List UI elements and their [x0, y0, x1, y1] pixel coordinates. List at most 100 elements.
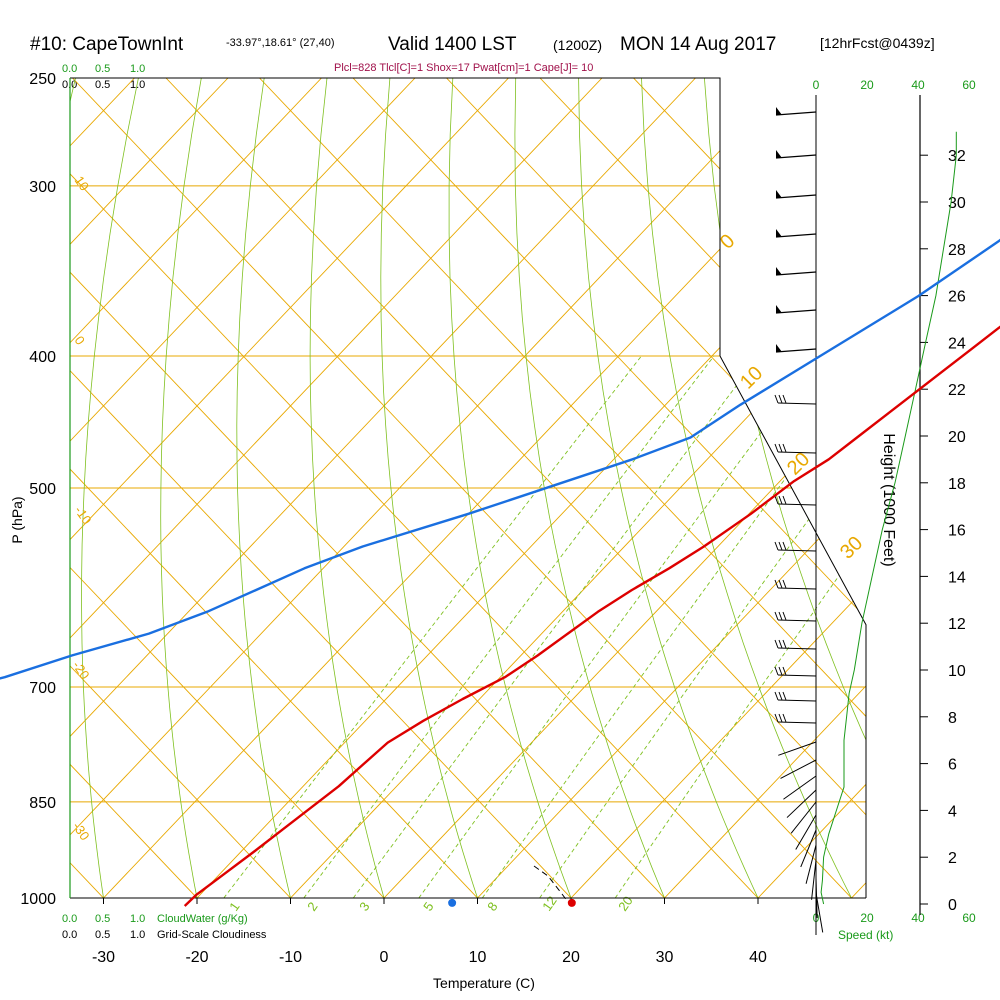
wind-barb-feather: [782, 579, 787, 589]
dry-adiabat-130: [893, 78, 1000, 898]
height-axis-label: Height (1000 Feet): [880, 433, 897, 566]
wind-barb-2: [775, 190, 817, 199]
wind-barb-staff: [777, 587, 817, 590]
wind-barb-16: [774, 713, 817, 724]
wind-barb-24: [805, 844, 817, 884]
height-tick-label-11: 22: [948, 382, 966, 399]
cloudwater-tick-bottom-2: 1.0: [130, 913, 145, 925]
wind-barb-pennant: [776, 344, 782, 352]
wind-barb-feather: [774, 394, 779, 404]
wind-barb-staff: [777, 549, 817, 552]
valid-date: MON 14 Aug 2017: [620, 34, 776, 55]
height-tick-label-12: 24: [948, 335, 966, 352]
height-tick-label-3: 6: [948, 757, 957, 774]
wind-barb-staff: [777, 699, 817, 702]
speed-tick-bottom-1: 20: [860, 911, 874, 925]
isotherm-10: [477, 78, 866, 898]
wind-barb-feather: [778, 611, 783, 621]
pressure-tick-label-5: 850: [29, 795, 56, 812]
isotherm-label-2: -10: [72, 503, 95, 527]
pressure-tick-label-1: 300: [29, 179, 56, 196]
mixing-ratio-label-3: 5: [420, 899, 436, 914]
pressure-tick-label-0: 250: [29, 71, 56, 88]
height-tick-label-5: 10: [948, 663, 966, 680]
wind-barb-9: [774, 495, 817, 506]
x-tick-label-0: -30: [92, 949, 115, 966]
isotherm--60: [70, 78, 603, 898]
wind-barb-feather: [778, 666, 783, 676]
isotherm--50: [70, 78, 696, 898]
mixing-ratio-label-2: 3: [356, 899, 372, 914]
wind-barb-staff: [790, 801, 817, 834]
wind-barb-feather: [778, 394, 783, 404]
isotherm--40: [70, 78, 790, 898]
height-tick-label-9: 18: [948, 476, 966, 493]
isotherm--90: [70, 78, 322, 898]
mixing-ratio-line-3: [418, 355, 819, 898]
height-tick-label-13: 26: [948, 289, 966, 306]
speed-tick-bottom-3: 60: [962, 911, 976, 925]
cross-line-140: [352, 78, 866, 898]
wind-barb-pennant: [776, 229, 782, 237]
cross-line-130: [259, 78, 866, 898]
wind-barb-feather: [774, 541, 779, 551]
wind-barb-feather: [774, 713, 779, 723]
mixing-ratio-line-5: [539, 355, 866, 898]
wind-barb-feather: [782, 611, 787, 621]
wind-barb-25: [811, 859, 817, 900]
wind-barb-6: [775, 344, 817, 353]
x-tick-label-4: 10: [469, 949, 487, 966]
wind-barb-pennant: [776, 190, 782, 198]
cloudiness-tick-bottom-1: 0.5: [95, 929, 110, 941]
wind-barb-19: [783, 775, 817, 800]
wind-barb-staff: [800, 829, 817, 868]
wind-barb-staff: [780, 759, 817, 779]
wind-barb-15: [774, 691, 817, 702]
isotherm--80: [70, 78, 416, 898]
dry-adiabat-label-1: 10: [736, 362, 767, 393]
pressure-tick-label-6: 1000: [20, 891, 56, 908]
wind-barb-pennant: [776, 267, 782, 275]
wind-barb-feather: [782, 639, 787, 649]
cross-line-120: [165, 78, 866, 898]
wind-barb-staff: [778, 741, 817, 756]
wind-barb-4: [775, 267, 817, 276]
wind-barb-staff: [777, 674, 817, 677]
plot-frame-right: [719, 355, 867, 898]
wind-barb-feather: [774, 639, 779, 649]
wind-barb-feather: [782, 541, 787, 551]
dry-adiabat-20: [160, 78, 202, 898]
mixing-ratio-line-0: [223, 355, 642, 898]
mixing-ratio-label-5: 12: [539, 893, 560, 913]
wind-barb-staff: [777, 647, 817, 650]
wind-barb-staff: [777, 451, 817, 454]
isotherm-50: [851, 78, 866, 898]
wind-barb-feather: [782, 495, 787, 505]
wind-speed-profile: [820, 131, 957, 905]
isotherm--10: [290, 78, 866, 898]
speed-tick-top-2: 40: [911, 78, 925, 92]
wind-barb-18: [780, 759, 817, 779]
wind-barb-staff: [775, 111, 817, 116]
cloudiness-tick-bottom-0: 0.0: [62, 929, 77, 941]
wind-barb-feather: [774, 611, 779, 621]
dry-adiabat-70: [514, 78, 665, 898]
wind-barb-22: [795, 814, 817, 850]
wind-barb-staff: [795, 814, 817, 850]
dry-adiabat-10: [81, 78, 139, 898]
wind-barb-feather: [778, 713, 783, 723]
wind-barb-feather: [774, 691, 779, 701]
mixing-ratio-label-1: 2: [304, 899, 320, 914]
wind-barb-7: [774, 394, 817, 405]
wind-barb-14: [774, 666, 817, 677]
wind-barb-staff: [786, 789, 817, 818]
isotherm-label-4: -30: [70, 819, 93, 843]
cloudwater-tick-top-0: 0.0: [62, 63, 77, 75]
station-title: #10: CapeTownInt: [30, 34, 184, 55]
wind-barb-staff: [777, 402, 817, 405]
wind-barb-feather: [778, 541, 783, 551]
wind-barb-feather: [774, 495, 779, 505]
isotherm--70: [70, 78, 509, 898]
isotherm-30: [664, 78, 866, 898]
